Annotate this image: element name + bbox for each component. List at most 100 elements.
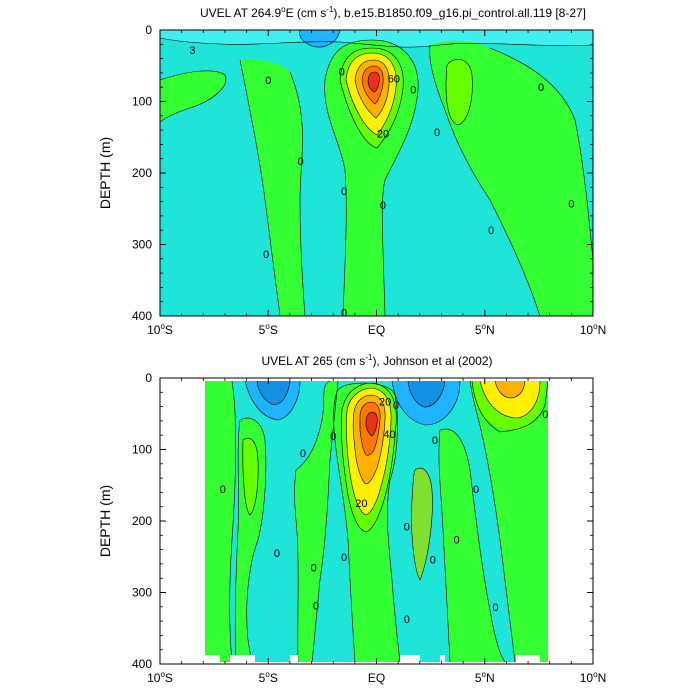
panel-1-fill-green-left [160,70,226,122]
panel-1-xtick-label: 5oS [259,322,278,337]
panel-2-ytick-label: 100 [132,443,152,457]
panel-2-contour-label: 0 [274,548,280,560]
panel-2-xtick-label: 10oN [580,670,606,685]
panel-1-ytick-label: 0 [145,23,152,37]
panel-2-contour-label: 0 [454,535,460,547]
panel-2-contour-line [471,381,548,433]
panel-1-contour-label: 0 [341,307,347,319]
panel-1-contour-label: 20 [377,129,389,141]
panel-2-fill-green-left-edge [205,381,236,662]
panel-2-contour-lines [229,381,548,662]
panel-2-contour-label: 0 [393,400,399,412]
panel-1-contour-labels: 3 0 0 0 0 0 0 60 20 0 0 0 0 0 0 [189,45,574,319]
panel-2-contour-label: 0 [341,552,347,564]
panel-1-ytick-label: 200 [132,166,152,180]
panel-2-contour-line [294,469,299,662]
panel-1-contour-label: 3 [189,45,195,57]
panel-1-contour-line [339,47,404,149]
panel-2-xtick-label: 10oS [147,670,173,685]
panel-2-xtick-label: EQ [368,671,385,685]
panel-1-contour-line [429,44,541,316]
panel-2-contour-line [352,394,386,485]
panel-1-contour-line [445,58,473,126]
panel-1-xtick-label: 5oN [475,322,495,337]
panel-1-contour-line [345,52,397,136]
panel-1-contour-label: 0 [410,84,416,96]
panel-1-contour-label: 0 [568,199,574,211]
panel-1-contour-line [361,65,384,105]
panel-2-fill-core-red [366,412,378,436]
panel-1-contour-label: 0 [488,225,494,237]
panel-1-contour-line [489,47,593,261]
panel-2-contour-label: 0 [430,555,436,567]
panel-1-contour-line [354,59,390,119]
panel-2-fill-green-column-2 [294,381,338,662]
panel-2-contour-line [244,381,301,421]
panel-1-fill-blue [299,30,340,48]
panel-2-contour-line [229,381,237,662]
panel-2-contour-label: 0 [493,602,499,614]
panel-1-contour-label: 0 [263,249,269,261]
panel-2-contour-line [242,437,259,516]
panel-2-contour-label: 20 [379,397,391,409]
panel-2-fill-lime-column-1 [242,438,259,515]
panel-2-contour-label: 0 [313,600,319,612]
panel-2-fill-green-right-col [438,429,505,662]
panel-1-contour-label: 0 [298,156,304,168]
panel-1-fill-lime-right [446,59,473,125]
panel-2-contour-line [391,381,461,426]
panel-1-contour-line [367,71,380,93]
panel-2-fill-orange-right [495,381,525,398]
panel-2-contour-line [479,381,541,419]
panel-1-xtick-label: 10oS [147,322,173,337]
panel-2-ytick-label: 200 [132,514,152,528]
panel-1-contour-label: 0 [341,186,347,198]
panel-2-contour-line [438,429,451,662]
panel-1-ylabel: DEPTH (m) [97,137,113,209]
panel-1-contour-label: 0 [380,200,386,212]
panel-1-contour-line [324,39,419,316]
panel-1-ytick-label: 100 [132,95,152,109]
panel-2-contour-line [346,387,392,516]
panel-2-contour-line [256,381,291,406]
panel-2-xtick-label: 5oS [259,670,278,685]
panel-1-contour-label: 0 [339,66,345,78]
panel-2-fill-green-patch [411,468,433,580]
panel-1-ytick-label: 300 [132,238,152,252]
panel-2-ytick-label: 300 [132,586,152,600]
panel-1-xtick-label: EQ [368,323,385,337]
panel-1-contour-label: 60 [388,74,400,86]
panel-1: UVEL AT 264.9oE (cm s-1), b.e15.B1850.f0… [97,5,606,337]
panel-2-contour-label: 0 [404,522,410,534]
panel-2-contour-line [411,467,433,581]
panel-2-contour-line [494,381,526,399]
panel-2-fill-green-right-edge [470,381,548,662]
panel-1-contour-label: 0 [265,75,271,87]
panel-1-contour-line [289,71,306,316]
panel-2-contour-label: 0 [183,562,189,574]
panel-1-contours: 3 0 0 0 0 0 0 60 20 0 0 0 0 0 0 [160,30,593,319]
panel-2-contour-label: 20 [355,498,367,510]
panel-2-contour-line [469,381,516,662]
panel-2-contour-label: 0 [404,614,410,626]
panel-2-title: UVEL AT 265 (cm s-1), Johnson et al (200… [261,353,492,368]
panel-1-contour-line [160,37,593,48]
panel-2-contour-label: 0 [220,484,226,496]
panel-1-fill-green-right [429,40,593,316]
panel-2-contour-line [295,381,331,471]
panel-1-contour-lines [160,30,593,316]
panel-2-ytick-label: 400 [132,657,152,671]
panel-2-contour-line [365,411,378,437]
panel-2-contour-label: 0 [542,409,548,421]
panel-1-fill-green-mid-left [240,59,305,316]
panel-1-contour-line [239,59,281,316]
panel-2-fill-blue-right-deep [408,381,445,408]
panel-2-contour-label: 0 [473,484,479,496]
panel-2: UVEL AT 265 (cm s-1), Johnson et al (200… [97,353,606,685]
panel-1-fill-core-red [368,72,380,92]
panel-1-ytick-label: 400 [132,309,152,323]
